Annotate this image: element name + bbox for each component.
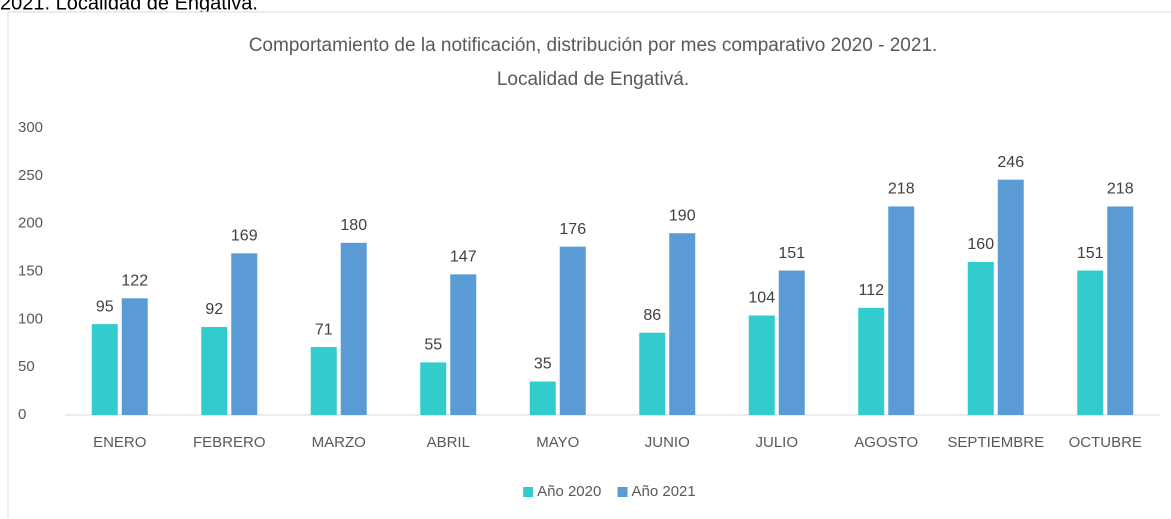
data-label: 86 <box>643 307 661 324</box>
data-label: 218 <box>888 181 915 198</box>
y-tick-label: 300 <box>18 119 43 136</box>
chart-title: Localidad de Engativá. <box>497 69 689 90</box>
y-tick-label: 150 <box>18 262 43 279</box>
bar <box>91 324 118 415</box>
y-tick-label: 250 <box>18 167 43 184</box>
x-tick-label: MARZO <box>312 434 366 451</box>
bar <box>340 242 367 415</box>
data-label: 147 <box>450 249 477 266</box>
bar <box>231 253 258 415</box>
bar <box>529 381 556 415</box>
bar <box>748 315 775 415</box>
bar <box>967 261 994 415</box>
bar <box>888 206 915 415</box>
bar <box>1077 270 1104 415</box>
x-tick-label: FEBRERO <box>193 434 266 451</box>
x-tick-label: JUNIO <box>645 434 690 451</box>
bar <box>559 246 586 415</box>
bar <box>997 179 1024 415</box>
x-tick-label: OCTUBRE <box>1069 434 1142 451</box>
data-label: 176 <box>559 221 586 238</box>
caption: 2021. Localidad de Engativá. <box>0 0 258 14</box>
data-label: 122 <box>121 273 148 290</box>
bar <box>639 332 666 415</box>
y-tick-label: 0 <box>18 406 26 423</box>
x-tick-label: SEPTIEMBRE <box>947 434 1044 451</box>
data-label: 169 <box>231 228 258 245</box>
y-tick-label: 200 <box>18 215 43 232</box>
data-label: 151 <box>1077 245 1104 262</box>
data-label: 55 <box>424 337 442 354</box>
data-label: 92 <box>205 301 223 318</box>
data-label: 246 <box>997 154 1024 171</box>
x-tick-label: JULIO <box>755 434 798 451</box>
x-tick-label: AGOSTO <box>854 434 918 451</box>
legend-swatch <box>523 487 534 497</box>
data-label: 112 <box>858 282 884 299</box>
legend-label: Año 2021 <box>632 483 696 500</box>
data-label: 35 <box>534 356 552 373</box>
x-tick-label: MAYO <box>536 434 579 451</box>
x-tick-label: ABRIL <box>427 434 470 451</box>
bar <box>778 270 805 415</box>
y-tick-label: 100 <box>18 310 43 327</box>
data-label: 160 <box>967 236 994 253</box>
chart-title: Comportamiento de la notificación, distr… <box>249 35 938 56</box>
data-label: 180 <box>340 217 367 234</box>
bar <box>1107 206 1134 415</box>
data-label: 95 <box>96 298 114 315</box>
data-label: 151 <box>778 245 805 262</box>
data-label: 190 <box>669 207 696 224</box>
data-label: 71 <box>315 321 333 338</box>
legend-label: Año 2020 <box>537 483 601 500</box>
data-label: 218 <box>1107 181 1134 198</box>
y-tick-label: 50 <box>18 358 35 375</box>
bar <box>450 274 477 415</box>
bar <box>201 326 228 415</box>
x-tick-label: ENERO <box>93 434 146 451</box>
legend-swatch <box>617 487 628 497</box>
bar <box>858 307 885 415</box>
bar <box>669 233 696 415</box>
bar <box>121 298 148 415</box>
bar <box>310 347 337 415</box>
bar <box>420 362 447 415</box>
data-label: 104 <box>748 290 775 307</box>
